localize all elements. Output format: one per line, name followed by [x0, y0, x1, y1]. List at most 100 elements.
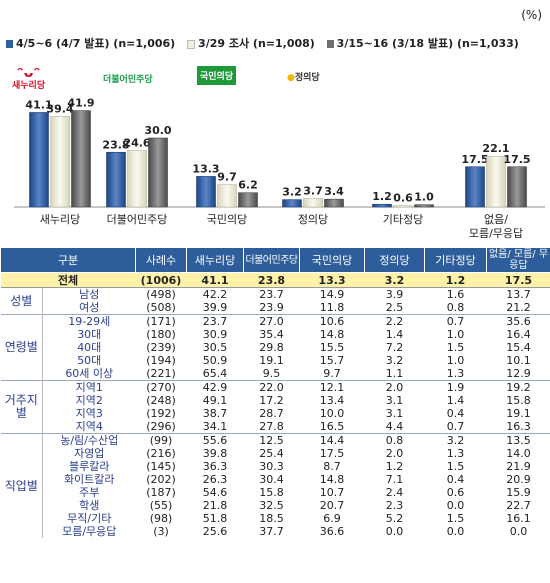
cell-value-3: 8.7	[323, 460, 341, 473]
row-label: 지역1	[42, 380, 136, 394]
sample-size: (239)	[146, 341, 176, 354]
sample-size: (498)	[135, 287, 187, 301]
table-row: 직업별 농/림/수산업 (99) 55.6 12.5 14.4 0.8 3.2 13.5	[0, 433, 550, 538]
table-row: 블루칼라 (145) 36.3 30.3 8.7 1.2 1.5 21.9	[1, 460, 550, 473]
data-label-s2-c5: 0.6	[393, 192, 413, 205]
cell-value-2: 22.0	[243, 380, 300, 394]
row-label: 학생	[79, 499, 100, 512]
row-label: 무직/기타	[67, 512, 112, 525]
cell-value-4: 1.4	[385, 328, 404, 341]
cell-value-1: 55.6	[186, 433, 244, 447]
cell-value-3: 10.0	[319, 407, 345, 420]
cell-value-6: 35.6	[486, 314, 550, 328]
header-people: 국민의당	[299, 247, 365, 273]
cell-value-2: 27.0	[243, 314, 300, 328]
cell-value-1: 65.4	[202, 367, 228, 380]
row-label: 모름/무응답	[62, 525, 117, 538]
cell-value-5: 1.0	[446, 328, 465, 341]
cell-value-6: 20.9	[506, 473, 531, 486]
cell-value-2: 9.5	[262, 367, 281, 380]
cell-value-5: 0.7	[446, 420, 465, 433]
cell-value-5: 3.2	[424, 433, 487, 447]
cell-value-4: 2.2	[364, 314, 425, 328]
cell-value-5: 0.7	[424, 314, 487, 328]
cell-value-4: 7.2	[385, 341, 404, 354]
cell-value-3: 13.3	[299, 272, 365, 288]
sample-size: (194)	[146, 354, 176, 367]
cell-value-6: 10.1	[506, 354, 531, 367]
table-row: 여성 (508) 39.9 23.9 11.8 2.5 0.8 21.2	[1, 301, 550, 315]
category-label-2: 더불어민주당	[107, 213, 168, 226]
cell-value-6: 0.0	[509, 525, 528, 538]
cell-value-4: 3.1	[385, 407, 404, 420]
cell-value-5: 1.3	[446, 367, 465, 380]
row-label: 60세 이상	[65, 367, 114, 380]
sample-size: (171)	[135, 314, 187, 328]
cell-value-6: 13.7	[486, 287, 550, 301]
sample-size: (270)	[135, 380, 187, 394]
cell-value-5: 1.5	[446, 512, 465, 525]
cell-value-3: 15.7	[319, 354, 345, 367]
bar-s1-c5	[372, 203, 392, 208]
table-row: 무직/기타 (98) 51.8 18.5 6.9 5.2 1.5 16.1	[1, 512, 550, 525]
legend: 4/5~6 (4/7 발표) (n=1,006) 3/29 조사 (n=1,00…	[6, 35, 527, 51]
sample-size: (202)	[146, 473, 176, 486]
cell-value-5: 0.4	[446, 473, 465, 486]
legend-label-2: 3/29 조사 (n=1,008)	[198, 37, 315, 50]
cell-value-5: 0.6	[446, 486, 465, 499]
cell-value-6: 21.9	[506, 460, 531, 473]
legend-item-1: 4/5~6 (4/7 발표) (n=1,006)	[6, 35, 175, 51]
table-row: 40대 (239) 30.5 29.8 15.5 7.2 1.5 15.4	[1, 341, 550, 354]
chart-area: (%) 4/5~6 (4/7 발표) (n=1,006) 3/29 조사 (n=…	[0, 0, 550, 245]
table-header-row: 구분 사례수 새누리당 더불어민주당 국민의당 정의당 기타정당 없음/ 모름/…	[0, 247, 550, 273]
cell-value-2: 15.8	[259, 486, 284, 499]
table-row: 지역4 (296) 34.1 27.8 16.5 4.4 0.7 16.3	[1, 420, 550, 434]
cell-value-5: 0.8	[446, 301, 465, 314]
row-label: 주부	[79, 486, 100, 499]
cell-value-6: 19.1	[506, 407, 531, 420]
legend-item-3: 3/15~16 (3/18 발표) (n=1,033)	[326, 35, 519, 51]
cell-value-6: 22.7	[506, 499, 531, 512]
legend-swatch-2	[187, 39, 196, 49]
cell-value-6: 16.3	[506, 420, 531, 433]
cell-value-2: 12.5	[243, 433, 300, 447]
cell-value-4: 2.3	[385, 499, 404, 512]
data-label-s3-c6: 17.5	[503, 153, 530, 166]
cell-value-1: 30.5	[202, 341, 228, 354]
header-sample: 사례수	[135, 247, 187, 273]
data-label-s1-c4: 3.2	[282, 186, 302, 199]
cell-value-4: 2.0	[364, 380, 425, 394]
cell-value-6: 15.9	[506, 486, 531, 499]
cell-value-1: 51.8	[202, 512, 228, 525]
cell-value-3: 11.8	[319, 301, 345, 314]
legend-label-1: 4/5~6 (4/7 발표) (n=1,006)	[16, 37, 176, 50]
data-label-s1-c5: 1.2	[372, 190, 392, 203]
cell-value-3: 14.4	[299, 433, 365, 447]
cell-value-4: 2.5	[385, 301, 404, 314]
row-label-total: 전체	[0, 272, 136, 288]
cell-value-6: 15.8	[506, 394, 531, 407]
table-row: 지역2 (248) 49.1 17.2 13.4 3.1 1.4 15.8	[1, 394, 550, 407]
cell-value-3: 10.6	[299, 314, 365, 328]
cell-value-1: 30.9	[202, 328, 228, 341]
cell-value-2: 30.4	[259, 473, 284, 486]
data-label-s3-c3: 6.2	[238, 179, 258, 192]
cell-value-3: 14.9	[299, 287, 365, 301]
cell-value-6: 14.0	[506, 447, 531, 460]
people-logo-text: 국민의당	[200, 72, 234, 82]
category-label-5: 기타정당	[383, 213, 423, 226]
cell-value-3: 9.7	[323, 367, 341, 380]
data-label-s1-c1: 41.1	[25, 98, 52, 111]
cell-value-4: 5.2	[385, 512, 404, 525]
unit-label: (%)	[521, 8, 542, 22]
people-party-logo: 국민의당	[197, 66, 237, 85]
row-label: 지역4	[75, 420, 103, 433]
cell-value-2: 37.7	[259, 525, 284, 538]
cell-value-1: 26.3	[202, 473, 228, 486]
bar-s2-c6	[486, 155, 506, 208]
row-label: 지역2	[75, 394, 103, 407]
row-label: 19-29세	[42, 314, 136, 328]
cell-value-1: 49.1	[202, 394, 228, 407]
bar-s3-c6	[507, 166, 527, 208]
sample-size: (55)	[149, 499, 173, 512]
